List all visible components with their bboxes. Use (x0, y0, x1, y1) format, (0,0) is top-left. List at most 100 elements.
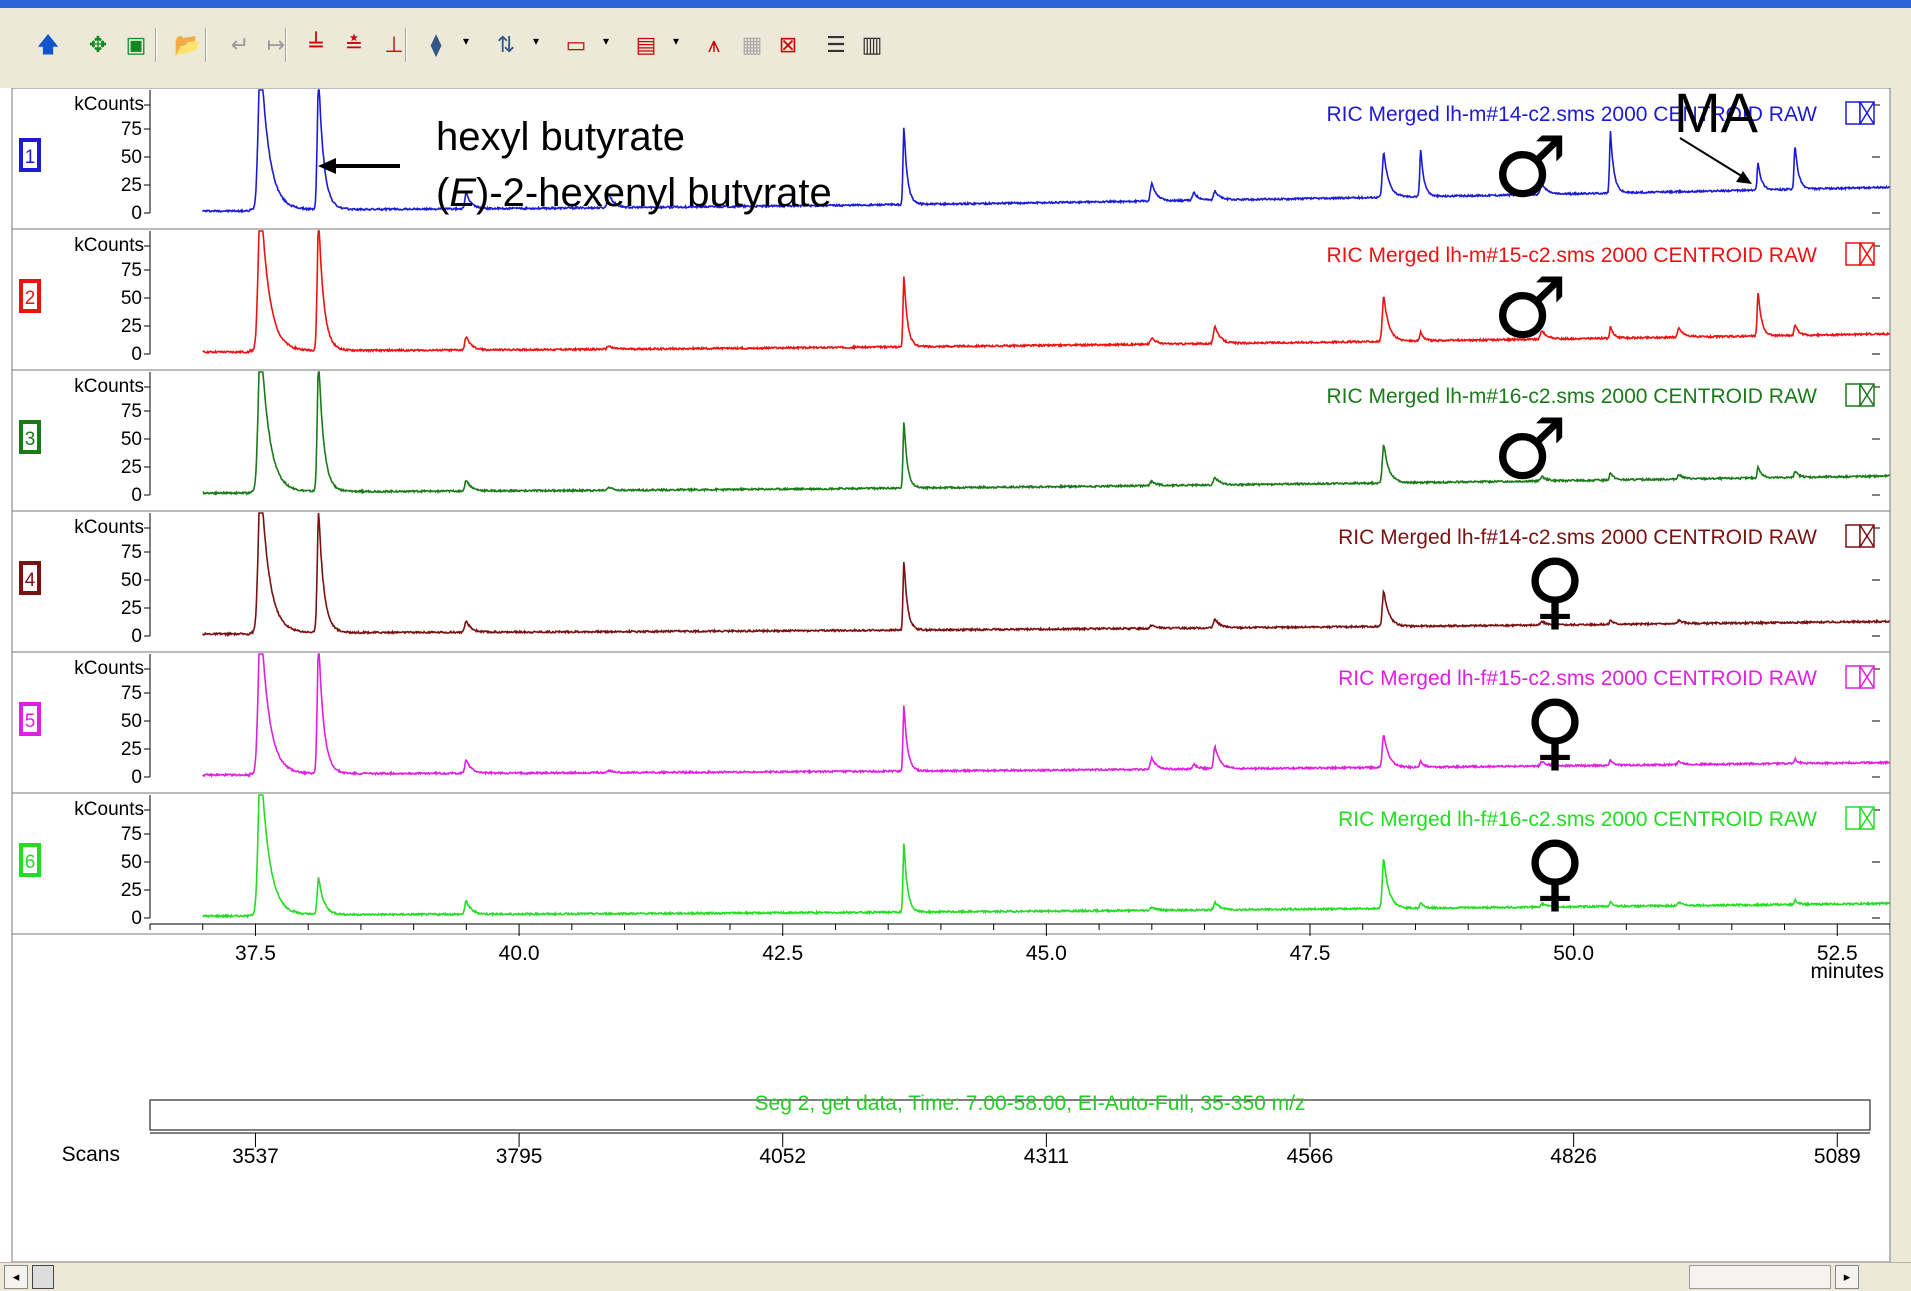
series-name: RIC Merged lh-f#15-c2.sms 2000 CENTROID … (1338, 667, 1817, 690)
scan-tick-label: 4826 (1550, 1145, 1597, 1168)
y-tick-label: 25 (121, 880, 142, 901)
y-tick-label: 50 (121, 570, 142, 591)
series-line-2 (202, 230, 1890, 355)
y-tick-label: 50 (121, 711, 142, 732)
x-tick-label: 52.5 (1817, 942, 1858, 965)
scroll-right-button[interactable]: ▸ (1835, 1265, 1859, 1289)
y-tick-label: 50 (121, 429, 142, 450)
sex-symbol-male: ♂ (1492, 118, 1567, 216)
open-folder-icon[interactable]: 📂 (174, 33, 202, 58)
y-tick-label: 25 (121, 316, 142, 337)
series-name: RIC Merged lh-f#16-c2.sms 2000 CENTROID … (1338, 808, 1817, 831)
split-icon[interactable] (32, 1265, 54, 1289)
y-axis-label: kCounts (74, 658, 144, 679)
ma-arrow-line (1679, 137, 1749, 181)
series-line-5 (202, 653, 1890, 778)
panel-number-badge (19, 561, 41, 595)
toolbar-separator (285, 28, 287, 62)
series-name: RIC Merged lh-m#15-c2.sms 2000 CENTROID … (1326, 244, 1817, 267)
undo-icon[interactable]: ↵ (230, 33, 250, 58)
scroll-left-button[interactable]: ◂ (4, 1265, 28, 1289)
no-zoom-icon[interactable]: ⊠ (778, 33, 798, 58)
sex-symbol-female: ♀ (1524, 682, 1586, 780)
y-tick-label: 50 (121, 852, 142, 873)
scroll-thumb[interactable] (1689, 1265, 1831, 1289)
peak-marker-icon[interactable]: ╧ (309, 33, 323, 58)
y-tick-label: 75 (121, 401, 142, 422)
overlay-icon[interactable]: ▤ (628, 28, 679, 64)
sex-symbol-female: ♀ (1524, 823, 1586, 921)
y-tick-label: 25 (121, 175, 142, 196)
scale-icon[interactable]: ▭ (558, 28, 609, 64)
chart-frame (11, 88, 1890, 1262)
y-tick-label: 25 (121, 457, 142, 478)
close-icon-stroke (1859, 242, 1875, 266)
series-name: RIC Merged lh-f#14-c2.sms 2000 CENTROID … (1338, 526, 1817, 549)
restore-icon (1845, 524, 1861, 548)
scan-tick-label: 3795 (496, 1145, 543, 1168)
list-icon[interactable]: ☰ (826, 33, 846, 58)
scan-tick-label: 4052 (759, 1145, 806, 1168)
panel-number: 1 (25, 147, 36, 168)
y-tick-label: 0 (131, 626, 142, 647)
table-icon[interactable]: ▥ (861, 33, 883, 58)
probe-icon[interactable]: ⧫ (418, 28, 469, 64)
y-tick-label: 0 (131, 344, 142, 365)
series-line-3 (202, 371, 1890, 496)
panel-number: 5 (25, 711, 36, 732)
up-arrow-icon[interactable]: 🡅 (36, 33, 60, 58)
panel-number: 6 (25, 852, 36, 873)
panel-number-badge (19, 138, 41, 172)
y-tick-label: 0 (131, 485, 142, 506)
series-name: RIC Merged lh-m#14-c2.sms 2000 CENTROID … (1326, 103, 1817, 126)
ma-label: MA (1674, 88, 1759, 144)
horizontal-scrollbar[interactable]: ◂ ▸ (0, 1262, 1911, 1291)
move-icon[interactable]: ✥ (88, 33, 108, 58)
y-axis-label: kCounts (74, 235, 144, 256)
x-tick-label: 45.0 (1026, 942, 1067, 965)
panel-number-badge (19, 843, 41, 877)
spectrum-icon[interactable]: ⇅ (488, 28, 539, 64)
zoom-box-icon[interactable]: ▣ (125, 33, 147, 58)
sex-symbol-female: ♀ (1524, 541, 1586, 639)
toolbar-separator (405, 28, 407, 62)
y-axis-label: kCounts (74, 517, 144, 538)
baseline-icon[interactable]: ≛ (344, 33, 364, 58)
y-tick-label: 75 (121, 260, 142, 281)
vertical-scrollbar[interactable] (1890, 88, 1911, 1262)
y-tick-label: 0 (131, 908, 142, 929)
chart-background (0, 88, 1890, 1262)
y-tick-label: 50 (121, 147, 142, 168)
panel-number-badge (19, 702, 41, 736)
y-tick-label: 0 (131, 767, 142, 788)
close-icon-stroke (1859, 806, 1875, 830)
annotation-line1: hexyl butyrate (436, 115, 685, 159)
series-line-6 (202, 794, 1890, 919)
scan-tick-label: 3537 (232, 1145, 279, 1168)
segment-label: Seg 2, get data, Time: 7.00-58.00, EI-Au… (755, 1092, 1306, 1115)
y-tick-label: 0 (131, 203, 142, 224)
annotation-line2: (E)-2-hexenyl butyrate (436, 171, 832, 215)
integrate-icon[interactable]: ⊥ (384, 33, 404, 58)
y-tick-label: 75 (121, 542, 142, 563)
x-tick-label: 40.0 (499, 942, 540, 965)
restore-icon (1845, 242, 1861, 266)
sex-symbol-male: ♂ (1492, 259, 1567, 357)
y-axis-label: kCounts (74, 376, 144, 397)
scan-tick-label: 5089 (1814, 1145, 1861, 1168)
y-tick-label: 75 (121, 683, 142, 704)
peak-icon[interactable]: ⩚ (707, 33, 721, 58)
y-axis-label: kCounts (74, 94, 144, 115)
panel-number: 2 (25, 288, 36, 309)
grid-icon[interactable]: ▦ (741, 33, 763, 58)
restore-icon (1845, 383, 1861, 407)
sex-symbol-male: ♂ (1492, 400, 1567, 498)
y-axis-label: kCounts (74, 799, 144, 820)
toolbar-separator (155, 28, 157, 62)
x-tick-label: 37.5 (235, 942, 276, 965)
scan-tick-label: 4566 (1287, 1145, 1334, 1168)
redo-icon[interactable]: ↦ (266, 33, 286, 58)
restore-icon (1845, 101, 1861, 125)
toolbar: 🡅 ✥ ▣ 📂 ↵ ↦ ╧ ≛ ⊥ ⧫ ⇅ ▭ ▤ ⩚ ▦ ⊠ ☰ ▥ (0, 8, 1911, 89)
